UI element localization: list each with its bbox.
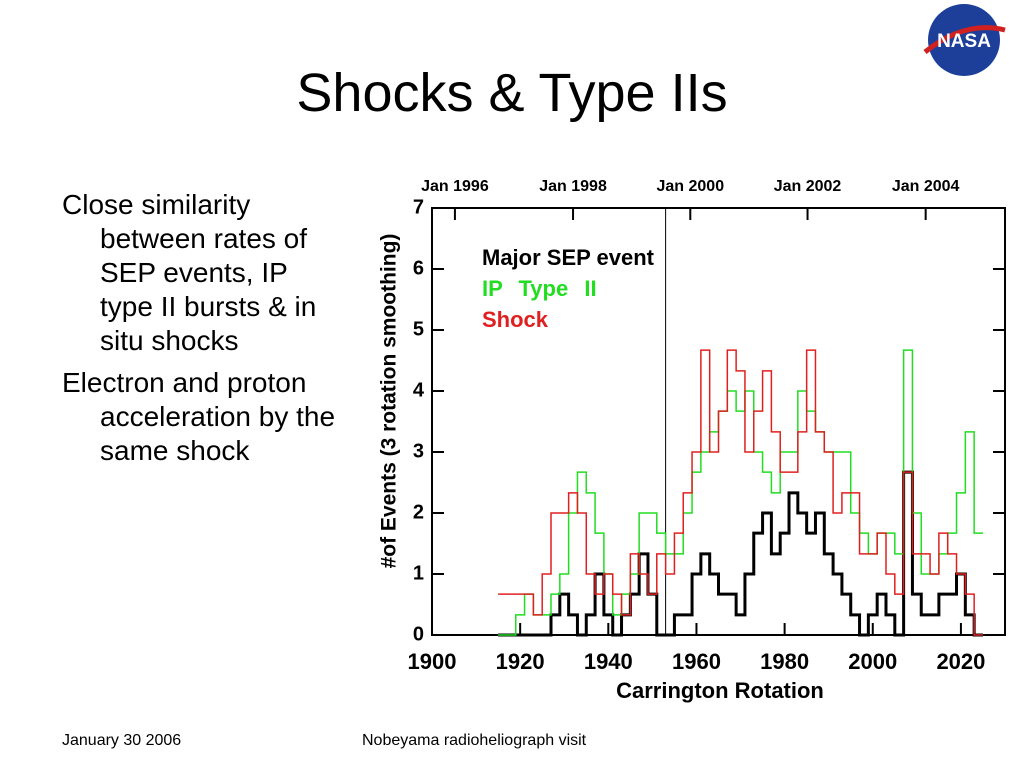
x-tick-label: 1920 — [496, 649, 545, 674]
y-tick-label: 7 — [413, 196, 424, 218]
x-tick-label: 1960 — [672, 649, 721, 674]
y-axis-label: #of Events (3 rotation smoothing) — [378, 234, 401, 569]
x-tick-label: 1980 — [760, 649, 809, 674]
logo-text: NASA — [937, 31, 991, 52]
y-tick-label: 2 — [413, 501, 424, 523]
legend-entry: Shock — [482, 307, 549, 332]
bullet-list: Close similarity between rates of SEP ev… — [62, 188, 342, 476]
y-tick-label: 4 — [413, 379, 425, 401]
x2-tick-label: Jan 1998 — [539, 178, 607, 195]
x2-tick-label: Jan 2000 — [656, 178, 724, 195]
y-tick-label: 0 — [413, 623, 424, 645]
x2-tick-label: Jan 1996 — [421, 178, 489, 195]
x-tick-label: 2000 — [848, 649, 897, 674]
plot-frame — [431, 207, 1006, 636]
y-tick-label: 5 — [413, 318, 424, 340]
x2-tick-label: Jan 2002 — [774, 178, 842, 195]
logo-disc — [928, 4, 1000, 76]
y-tick-label: 1 — [413, 562, 424, 584]
x-tick-label: 1900 — [408, 649, 457, 674]
logo-swoosh — [923, 25, 1006, 54]
y-tick-label: 3 — [413, 440, 424, 462]
legend-entry: Major SEP event — [482, 245, 655, 270]
slide-title: Shocks & Type IIs — [296, 63, 728, 123]
y-tick-label: 6 — [413, 257, 424, 279]
x2-tick-label: Jan 2004 — [892, 178, 960, 195]
x-tick-label: 2020 — [936, 649, 985, 674]
bullet: Close similarity between rates of SEP ev… — [62, 189, 317, 356]
legend-entry: IP Type II — [482, 276, 597, 301]
x-tick-label: 1940 — [584, 649, 633, 674]
bullet: Electron and proton acceleration by the … — [62, 367, 336, 466]
footer-text: Nobeyama radioheliograph visit — [362, 732, 587, 749]
x-axis-label: Carrington Rotation — [616, 678, 824, 703]
series-line — [498, 470, 983, 637]
footer-date: January 30 2006 — [62, 732, 182, 749]
series-line — [498, 349, 983, 636]
